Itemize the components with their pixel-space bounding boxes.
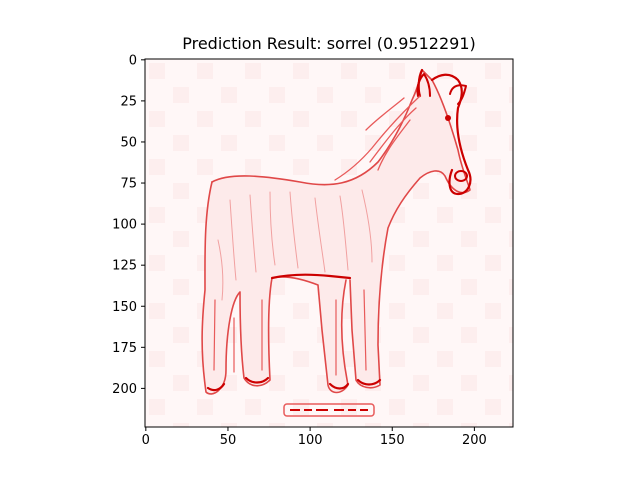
horse-belly-line: [270, 273, 352, 280]
y-tick-label: 150: [112, 300, 137, 315]
horse-body-fill: [202, 70, 470, 394]
x-tick-label: 100: [298, 433, 323, 448]
horse-mane: [334, 95, 421, 181]
horse-silhouette: [201, 68, 472, 395]
watermark-text-blur: [283, 403, 375, 417]
x-axis: 0 50 100 150 200: [142, 427, 487, 448]
y-tick-label: 50: [120, 135, 137, 150]
x-tick-label: 50: [220, 433, 237, 448]
horse-ear-left: [416, 73, 431, 97]
y-tick-label: 0: [129, 53, 137, 68]
y-tick-label: 125: [112, 259, 137, 274]
chart-title: Prediction Result: sorrel (0.9512291): [182, 34, 476, 53]
saliency-heatmap: [145, 59, 513, 427]
x-tick-label: 0: [142, 433, 150, 448]
horse-ear-right: [449, 84, 467, 105]
horse-back-leg-outline: [201, 181, 349, 395]
horse-leg-strokes: [213, 289, 367, 376]
horse-eye: [445, 115, 451, 121]
x-tick-label: 150: [380, 433, 405, 448]
x-tick-label: 200: [462, 433, 487, 448]
horse-hooves: [206, 376, 382, 392]
y-tick-label: 25: [120, 94, 137, 109]
y-tick-label: 75: [120, 177, 137, 192]
y-axis: 0 25 50 75 100 125 150 175 200: [112, 53, 145, 397]
horse-outline: [211, 69, 471, 389]
y-tick-label: 200: [112, 382, 137, 397]
y-tick-label: 100: [112, 218, 137, 233]
horse-nostril: [454, 170, 468, 182]
horse-body-strokes: [217, 189, 373, 301]
plot-frame: [144, 58, 514, 428]
y-tick-label: 175: [112, 341, 137, 356]
